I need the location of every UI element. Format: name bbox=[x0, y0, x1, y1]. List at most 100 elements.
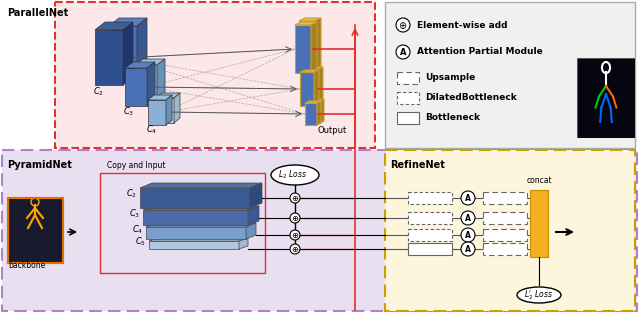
Text: backbone: backbone bbox=[8, 261, 45, 270]
Polygon shape bbox=[305, 103, 317, 125]
Circle shape bbox=[461, 211, 475, 225]
Polygon shape bbox=[147, 62, 155, 106]
Circle shape bbox=[290, 244, 300, 254]
Polygon shape bbox=[157, 59, 165, 103]
FancyBboxPatch shape bbox=[483, 212, 527, 224]
Polygon shape bbox=[156, 93, 180, 98]
Polygon shape bbox=[109, 26, 137, 81]
Text: $C_3$: $C_3$ bbox=[129, 207, 140, 219]
FancyBboxPatch shape bbox=[2, 150, 637, 311]
FancyBboxPatch shape bbox=[385, 150, 635, 311]
FancyBboxPatch shape bbox=[397, 112, 419, 124]
Circle shape bbox=[461, 191, 475, 205]
FancyBboxPatch shape bbox=[385, 2, 635, 148]
FancyBboxPatch shape bbox=[8, 198, 63, 263]
Text: $C_4$: $C_4$ bbox=[132, 223, 143, 235]
Polygon shape bbox=[248, 206, 259, 225]
Polygon shape bbox=[308, 101, 320, 123]
FancyBboxPatch shape bbox=[408, 212, 452, 224]
Text: $\oplus$: $\oplus$ bbox=[291, 194, 299, 203]
Circle shape bbox=[290, 213, 300, 223]
Polygon shape bbox=[317, 101, 321, 125]
Text: $L_2'$ Loss: $L_2'$ Loss bbox=[525, 288, 554, 302]
Text: $C_2$: $C_2$ bbox=[126, 187, 137, 199]
Polygon shape bbox=[304, 69, 318, 103]
FancyBboxPatch shape bbox=[408, 243, 452, 255]
Circle shape bbox=[290, 230, 300, 240]
Polygon shape bbox=[149, 241, 239, 249]
FancyBboxPatch shape bbox=[55, 2, 375, 148]
Text: Output: Output bbox=[317, 126, 346, 135]
Text: Attention Partial Module: Attention Partial Module bbox=[417, 48, 543, 57]
Circle shape bbox=[461, 242, 475, 256]
Polygon shape bbox=[304, 67, 323, 69]
Polygon shape bbox=[140, 183, 262, 188]
Text: concat: concat bbox=[526, 176, 552, 185]
Polygon shape bbox=[305, 101, 321, 103]
Text: $\oplus$: $\oplus$ bbox=[291, 214, 299, 223]
Polygon shape bbox=[246, 223, 256, 239]
Text: A: A bbox=[400, 48, 406, 57]
Polygon shape bbox=[125, 68, 147, 106]
Text: Bottleneck: Bottleneck bbox=[425, 114, 480, 122]
Polygon shape bbox=[95, 22, 133, 30]
FancyBboxPatch shape bbox=[408, 229, 452, 241]
Polygon shape bbox=[95, 30, 123, 85]
FancyBboxPatch shape bbox=[397, 92, 419, 104]
Polygon shape bbox=[166, 95, 172, 125]
Polygon shape bbox=[149, 238, 248, 241]
Polygon shape bbox=[295, 22, 317, 25]
Polygon shape bbox=[299, 18, 321, 21]
Polygon shape bbox=[300, 70, 319, 72]
Polygon shape bbox=[300, 72, 314, 106]
FancyBboxPatch shape bbox=[530, 190, 548, 257]
Polygon shape bbox=[148, 100, 166, 125]
Polygon shape bbox=[174, 93, 180, 123]
Polygon shape bbox=[143, 210, 248, 225]
Text: Element-wise add: Element-wise add bbox=[417, 20, 508, 29]
Ellipse shape bbox=[517, 287, 561, 303]
FancyBboxPatch shape bbox=[483, 229, 527, 241]
Polygon shape bbox=[109, 18, 147, 26]
Polygon shape bbox=[123, 22, 133, 85]
Text: ParallelNet: ParallelNet bbox=[7, 8, 68, 18]
Text: $C_4$: $C_4$ bbox=[146, 123, 157, 136]
Text: Copy and Input: Copy and Input bbox=[107, 161, 166, 170]
Polygon shape bbox=[137, 18, 147, 81]
Polygon shape bbox=[156, 98, 174, 123]
Text: A: A bbox=[465, 214, 471, 223]
Polygon shape bbox=[135, 65, 157, 103]
Text: $\oplus$: $\oplus$ bbox=[398, 20, 408, 31]
Polygon shape bbox=[314, 70, 319, 106]
Polygon shape bbox=[135, 59, 165, 65]
Text: $C_5$: $C_5$ bbox=[135, 236, 146, 249]
Circle shape bbox=[396, 18, 410, 32]
Text: DilatedBottleneck: DilatedBottleneck bbox=[425, 94, 516, 102]
Circle shape bbox=[461, 228, 475, 242]
Text: $L_2$ Loss: $L_2$ Loss bbox=[278, 169, 307, 181]
Polygon shape bbox=[308, 99, 324, 101]
Circle shape bbox=[290, 193, 300, 203]
Polygon shape bbox=[143, 206, 259, 210]
Text: A: A bbox=[465, 194, 471, 203]
Text: Upsample: Upsample bbox=[425, 74, 476, 83]
Polygon shape bbox=[299, 21, 315, 69]
Text: A: A bbox=[465, 231, 471, 240]
Circle shape bbox=[396, 45, 410, 59]
Polygon shape bbox=[318, 67, 323, 103]
Polygon shape bbox=[315, 18, 321, 69]
Polygon shape bbox=[250, 183, 262, 208]
Text: $C_3$: $C_3$ bbox=[123, 105, 134, 117]
Polygon shape bbox=[146, 227, 246, 239]
Polygon shape bbox=[140, 188, 250, 208]
Text: RefineNet: RefineNet bbox=[390, 160, 445, 170]
Text: PyramidNet: PyramidNet bbox=[7, 160, 72, 170]
Polygon shape bbox=[146, 223, 256, 227]
Polygon shape bbox=[148, 95, 172, 100]
Polygon shape bbox=[295, 25, 311, 73]
Text: $C_2$: $C_2$ bbox=[93, 86, 104, 99]
Polygon shape bbox=[125, 62, 155, 68]
Text: $\oplus$: $\oplus$ bbox=[291, 245, 299, 254]
FancyBboxPatch shape bbox=[397, 72, 419, 84]
Polygon shape bbox=[311, 22, 317, 73]
